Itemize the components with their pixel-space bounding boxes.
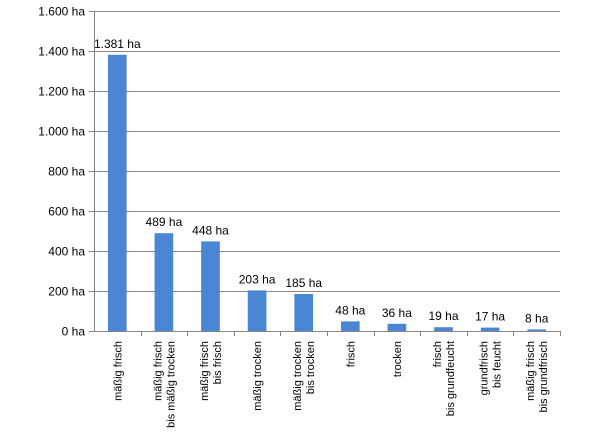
bar	[247, 290, 267, 331]
category-label: mäßig trocken	[252, 341, 264, 411]
category-label: grundfrisch bis feucht	[479, 341, 504, 395]
data-label: 19 ha	[428, 309, 458, 323]
category-label-line: bis mäßig trocken	[165, 341, 177, 428]
y-tick-label: 800 ha	[48, 165, 85, 179]
category-label-line: trocken	[392, 341, 404, 377]
bar	[107, 54, 127, 332]
y-tick-label: 400 ha	[48, 245, 85, 259]
category-label-line: bis frisch	[212, 341, 224, 384]
data-label: 185 ha	[285, 276, 322, 290]
bar	[154, 233, 174, 331]
category-label-line: mäßig frisch	[525, 341, 537, 401]
x-axis-category-labels: mäßig frisch mäßig frisch bis mäßig trocke…	[112, 341, 550, 428]
bar-series	[107, 54, 547, 332]
data-label: 1.381 ha	[94, 37, 141, 51]
category-label-line: grundfrisch	[479, 341, 491, 395]
category-label: frisch	[345, 341, 357, 367]
bar	[527, 329, 547, 331]
bar	[480, 327, 500, 331]
category-label-line: mäßig frisch	[199, 341, 211, 401]
data-label: 48 ha	[335, 303, 365, 317]
category-label: trocken	[392, 341, 404, 377]
category-label-line: bis grundfeucht	[445, 341, 457, 416]
bar	[387, 323, 407, 331]
category-label-line: mäßig trocken	[292, 341, 304, 411]
x-axis	[94, 331, 561, 336]
category-label: mäßig frisch bis grundfrisch	[525, 341, 550, 413]
y-tick-label: 0 ha	[62, 325, 86, 339]
y-tick-label: 1.000 ha	[38, 125, 85, 139]
data-labels: 1.381 ha 489 ha 448 ha 203 ha 185 ha 48 ha 36 …	[94, 37, 549, 326]
category-label: frisch bis grundfeucht	[432, 341, 457, 416]
y-tick-label: 200 ha	[48, 285, 85, 299]
category-label: mäßig frisch	[112, 341, 124, 401]
category-label: mäßig trocken bis trocken	[292, 341, 317, 411]
category-label-line: mäßig frisch	[152, 341, 164, 401]
category-label-line: bis grundfrisch	[538, 341, 550, 413]
y-tick-label: 1.200 ha	[38, 85, 85, 99]
category-label-line: mäßig trocken	[252, 341, 264, 411]
bar	[340, 321, 360, 331]
category-label: mäßig frisch bis frisch	[199, 341, 224, 401]
category-label-line: frisch	[432, 341, 444, 367]
data-label: 36 ha	[382, 306, 412, 320]
category-label-line: bis trocken	[305, 341, 317, 394]
data-label: 489 ha	[146, 215, 183, 229]
data-label: 448 ha	[192, 223, 229, 237]
data-label: 8 ha	[525, 311, 549, 325]
bar	[294, 294, 314, 331]
y-tick-label: 600 ha	[48, 205, 85, 219]
y-axis-tick-labels: 0 ha 200 ha 400 ha 600 ha 800 ha 1.000 ha 1.20…	[38, 5, 85, 339]
y-tick-label: 1.400 ha	[38, 45, 85, 59]
category-label-line: frisch	[345, 341, 357, 367]
category-label: mäßig frisch bis mäßig trocken	[152, 341, 177, 428]
bar	[201, 241, 220, 331]
bar	[434, 327, 453, 331]
data-label: 17 ha	[475, 310, 505, 324]
y-tick-label: 1.600 ha	[38, 5, 85, 19]
data-label: 203 ha	[239, 272, 276, 286]
category-label-line: bis feucht	[492, 341, 504, 388]
category-label-line: mäßig frisch	[112, 341, 124, 401]
